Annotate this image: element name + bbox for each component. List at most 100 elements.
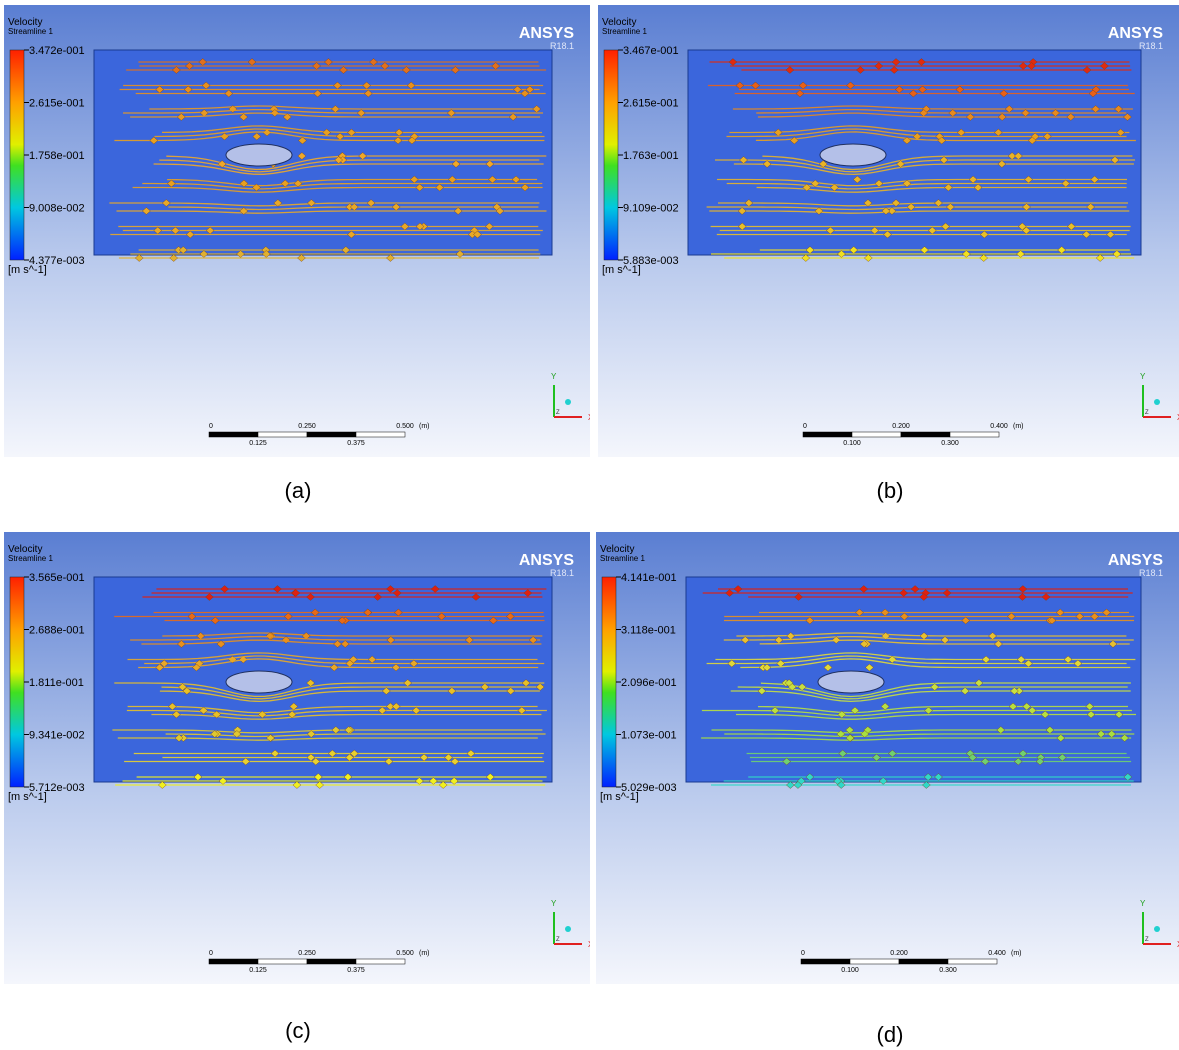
page: VelocityStreamline 13.472e-0012.615e-001… <box>0 0 1179 1050</box>
axis-label: Z <box>1145 937 1149 943</box>
scale-label: 0.250 <box>298 423 316 430</box>
scale-label: 0.500 <box>396 950 414 957</box>
scale-segment <box>356 432 405 437</box>
axis-label: Y <box>1140 372 1146 381</box>
domain <box>94 577 552 782</box>
version: R18.1 <box>550 568 574 578</box>
logo: ANSYS <box>519 552 574 569</box>
scale-segment <box>901 432 950 437</box>
scale-label: 0.200 <box>890 950 908 957</box>
version: R18.1 <box>1139 41 1163 51</box>
legend-tick-label: 3.472e-001 <box>29 45 85 57</box>
legend-subtitle: Streamline 1 <box>602 27 647 36</box>
legend-unit: [m s^-1] <box>602 264 641 276</box>
axis-label: Y <box>551 899 557 908</box>
colorbar <box>10 50 24 260</box>
axis-label: Y <box>1140 899 1146 908</box>
panel-d: VelocityStreamline 14.141e-0013.118e-001… <box>596 532 1179 984</box>
version: R18.1 <box>550 41 574 51</box>
scale-segment <box>852 432 901 437</box>
legend-tick-label: 2.615e-001 <box>623 98 679 110</box>
logo: ANSYS <box>1108 25 1163 42</box>
scale-segment <box>307 959 356 964</box>
scale-segment <box>803 432 852 437</box>
legend-tick-label: 2.688e-001 <box>29 625 85 637</box>
legend-subtitle: Streamline 1 <box>8 554 53 563</box>
scale-segment <box>258 959 307 964</box>
axis-label: Z <box>556 410 560 416</box>
scale-segment <box>899 959 948 964</box>
legend-tick-label: 3.118e-001 <box>621 625 676 637</box>
scale-label: 0 <box>209 950 213 957</box>
legend-tick-label: 2.615e-001 <box>29 98 85 110</box>
obstacle <box>818 671 884 693</box>
legend-tick-label: 3.565e-001 <box>29 572 85 584</box>
scale-label: (m) <box>419 950 430 957</box>
scale-label: (m) <box>1011 950 1022 957</box>
caption: (d) <box>840 1022 940 1048</box>
caption: (b) <box>840 478 940 504</box>
legend-subtitle: Streamline 1 <box>8 27 53 36</box>
scale-segment <box>801 959 850 964</box>
axis-label: Y <box>551 372 557 381</box>
scale-label: 0.300 <box>941 440 959 447</box>
legend-tick-label: 1.763e-001 <box>623 150 679 162</box>
panel-a: VelocityStreamline 13.472e-0012.615e-001… <box>4 5 590 457</box>
legend-tick-label: 9.109e-002 <box>623 203 679 215</box>
scale-segment <box>356 959 405 964</box>
caption: (c) <box>248 1018 348 1044</box>
axis-label: X <box>588 413 590 422</box>
legend-tick-label: 4.141e-001 <box>621 572 677 584</box>
obstacle <box>820 144 886 166</box>
scale-label: 0 <box>803 423 807 430</box>
domain <box>94 50 552 255</box>
scale-segment <box>209 432 258 437</box>
panel-c: VelocityStreamline 13.565e-0012.688e-001… <box>4 532 590 984</box>
legend-tick-label: 1.811e-001 <box>29 677 84 689</box>
scale-label: 0.200 <box>892 423 910 430</box>
scale-label: (m) <box>419 423 430 430</box>
legend-unit: [m s^-1] <box>8 264 47 276</box>
scale-segment <box>307 432 356 437</box>
scale-label: 0.250 <box>298 950 316 957</box>
scale-label: 0 <box>209 423 213 430</box>
legend-tick-label: 9.341e-002 <box>29 730 85 742</box>
scale-segment <box>948 959 997 964</box>
logo: ANSYS <box>519 25 574 42</box>
scale-label: 0.400 <box>990 423 1008 430</box>
colorbar <box>602 577 616 787</box>
scale-label: 0.300 <box>939 967 957 974</box>
obstacle <box>226 144 292 166</box>
colorbar <box>10 577 24 787</box>
scale-label: 0.375 <box>347 440 365 447</box>
obstacle <box>226 671 292 693</box>
legend-tick-label: 1.758e-001 <box>29 150 85 162</box>
legend-subtitle: Streamline 1 <box>600 554 645 563</box>
legend-tick-label: 9.008e-002 <box>29 203 85 215</box>
legend-tick-label: 2.096e-001 <box>621 677 677 689</box>
axis-label: Z <box>1145 410 1149 416</box>
panel-b: VelocityStreamline 13.467e-0012.615e-001… <box>598 5 1179 457</box>
axis-z <box>565 399 571 405</box>
version: R18.1 <box>1139 568 1163 578</box>
scale-label: 0.400 <box>988 950 1006 957</box>
axis-z <box>565 926 571 932</box>
scale-label: 0.100 <box>841 967 859 974</box>
scale-label: 0.500 <box>396 423 414 430</box>
legend-tick-label: 1.073e-001 <box>621 730 677 742</box>
scale-segment <box>209 959 258 964</box>
scale-label: (m) <box>1013 423 1024 430</box>
scale-segment <box>950 432 999 437</box>
legend-tick-label: 3.467e-001 <box>623 45 679 57</box>
axis-z <box>1154 926 1160 932</box>
axis-label: Z <box>556 937 560 943</box>
scale-label: 0.375 <box>347 967 365 974</box>
legend-unit: [m s^-1] <box>600 791 639 803</box>
scale-segment <box>850 959 899 964</box>
logo: ANSYS <box>1108 552 1163 569</box>
scale-label: 0.125 <box>249 967 267 974</box>
scale-label: 0.100 <box>843 440 861 447</box>
scale-label: 0.125 <box>249 440 267 447</box>
scale-segment <box>258 432 307 437</box>
axis-label: X <box>588 940 590 949</box>
